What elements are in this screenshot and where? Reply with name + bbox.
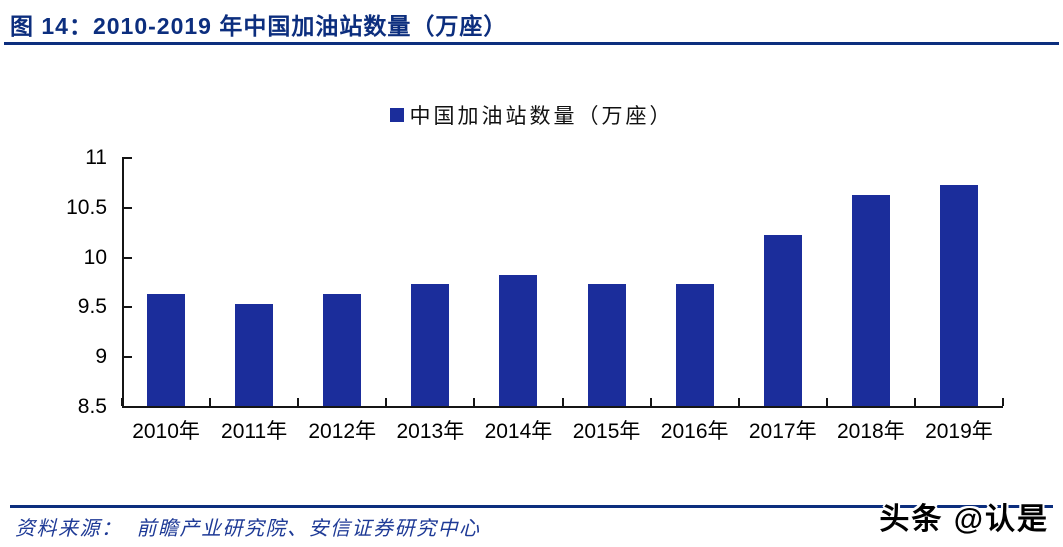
y-tick-label: 10: [83, 245, 107, 269]
y-tick: [124, 306, 132, 309]
footer-divider: [10, 505, 1053, 508]
bar-2012年: [323, 294, 362, 406]
x-category-label: 2011年: [221, 420, 288, 443]
source-text: 前瞻产业研究院、安信证券研究中心: [136, 518, 481, 540]
y-tick-label: 9: [95, 345, 107, 369]
x-tick: [209, 398, 212, 406]
x-category-label: 2015年: [572, 420, 641, 443]
x-tick: [913, 398, 916, 406]
chart-legend: 中国加油站数量（万座）: [0, 100, 1063, 130]
x-tick: [297, 398, 300, 406]
figure-title: 图 14：2010-2019 年中国加油站数量（万座）: [10, 13, 508, 39]
title-divider: [4, 42, 1059, 45]
bar-2015年: [587, 284, 626, 406]
x-tick: [561, 398, 564, 406]
x-category-label: 2017年: [748, 420, 817, 443]
bar-2017年: [763, 234, 802, 406]
source-label: 资料来源：: [15, 518, 123, 540]
bar-2019年: [939, 184, 978, 406]
y-tick: [124, 256, 132, 259]
bar-2014年: [499, 274, 538, 406]
x-tick: [121, 398, 123, 406]
y-axis: [122, 157, 124, 408]
x-category-label: 2019年: [925, 420, 993, 443]
y-tick-label: 8.5: [77, 395, 107, 418]
x-tick: [385, 398, 388, 406]
x-category-label: 2014年: [484, 420, 553, 443]
x-category-label: 2018年: [836, 420, 905, 443]
bar-2013年: [411, 284, 450, 406]
x-tick: [825, 398, 828, 406]
x-axis: [122, 406, 1003, 408]
x-tick: [1002, 398, 1004, 406]
y-tick: [124, 157, 132, 159]
x-tick: [737, 398, 740, 406]
y-tick: [124, 206, 132, 209]
y-tick-label: 9.5: [77, 295, 107, 319]
y-tick: [124, 406, 132, 408]
y-tick: [124, 356, 132, 359]
x-category-label: 2010年: [132, 420, 200, 443]
x-category-label: 2016年: [660, 420, 729, 443]
x-tick: [649, 398, 652, 406]
bar-2010年: [147, 294, 186, 406]
x-category-label: 2013年: [396, 420, 465, 443]
x-category-label: 2012年: [308, 420, 377, 443]
bar-2016年: [675, 284, 714, 406]
watermark: 头条 @认是: [879, 503, 1049, 536]
source-note: 资料来源： 前瞻产业研究院、安信证券研究中心: [15, 512, 481, 541]
legend-label: 中国加油站数量（万座）: [409, 105, 674, 128]
x-tick: [473, 398, 476, 406]
y-tick-label: 10.5: [66, 195, 107, 219]
bar-2018年: [851, 194, 890, 406]
bar-2011年: [235, 304, 274, 406]
legend-swatch-icon: [389, 108, 404, 122]
y-tick-label: 11: [85, 146, 107, 169]
